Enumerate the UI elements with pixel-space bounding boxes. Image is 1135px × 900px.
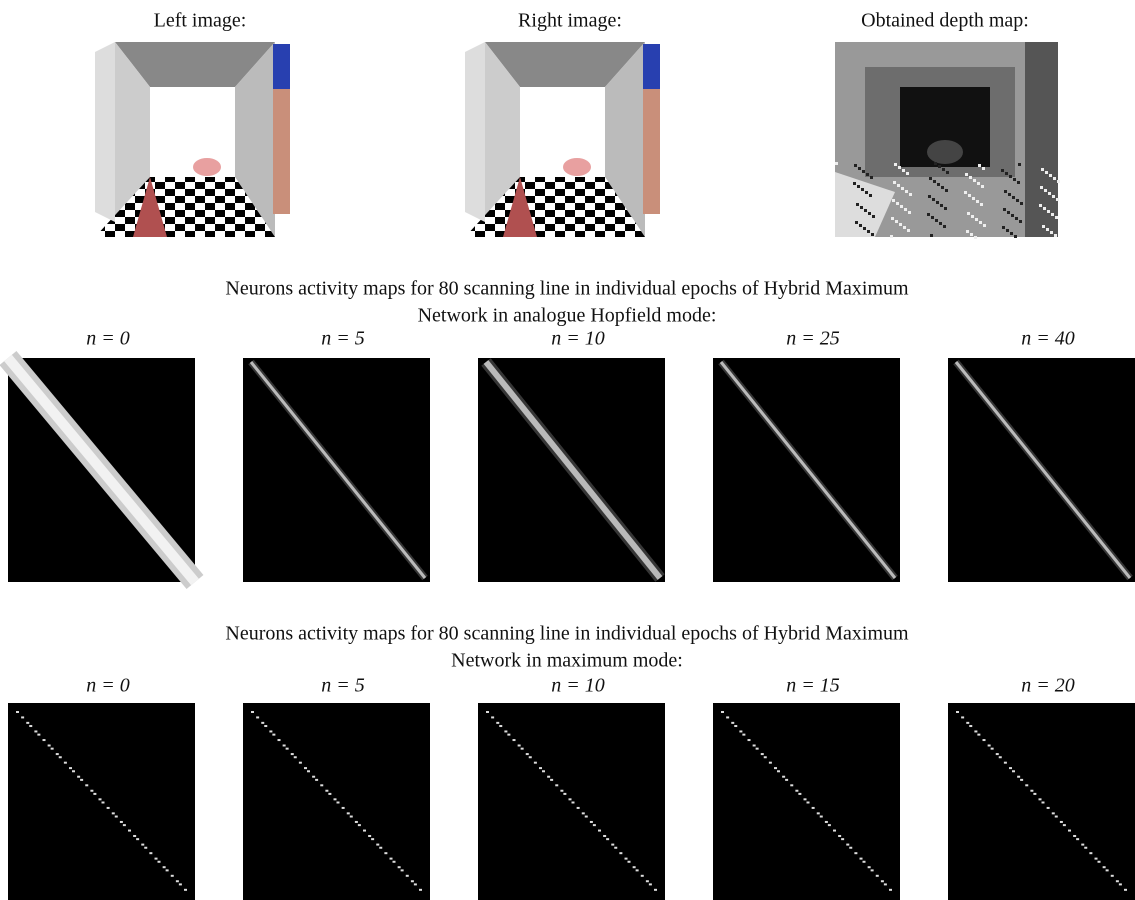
activity-map — [478, 358, 665, 582]
caption: Network in maximum mode: — [451, 650, 683, 672]
activity-map — [478, 703, 665, 900]
activity-map — [243, 703, 430, 900]
panel-label: n = 10 — [551, 328, 605, 350]
image-label: Left image: — [154, 10, 247, 32]
panel-label: n = 40 — [1021, 328, 1075, 350]
activity-map — [243, 358, 430, 582]
panel-label: n = 0 — [86, 675, 130, 697]
activity-map — [8, 703, 195, 900]
image-label: Right image: — [518, 10, 622, 32]
image — [835, 42, 1060, 239]
image — [465, 42, 660, 237]
activity-map — [948, 358, 1135, 582]
activity-map — [948, 703, 1135, 900]
image — [95, 42, 290, 237]
panel-label: n = 20 — [1021, 675, 1075, 697]
caption: Network in analogue Hopfield mode: — [418, 305, 717, 327]
caption: Neurons activity maps for 80 scanning li… — [225, 278, 909, 300]
caption: Neurons activity maps for 80 scanning li… — [225, 623, 909, 645]
panel-label: n = 15 — [786, 675, 840, 697]
figure: Left image: Right image: Obtained depth ma… — [0, 0, 1135, 900]
panel-label: n = 25 — [786, 328, 840, 350]
panel-label: n = 5 — [321, 328, 365, 350]
panel-label: n = 10 — [551, 675, 605, 697]
activity-map — [8, 358, 195, 582]
image-label: Obtained depth map: — [861, 10, 1029, 32]
activity-map — [713, 703, 900, 900]
panel-label: n = 5 — [321, 675, 365, 697]
panel-label: n = 0 — [86, 328, 130, 350]
activity-map — [713, 358, 900, 582]
